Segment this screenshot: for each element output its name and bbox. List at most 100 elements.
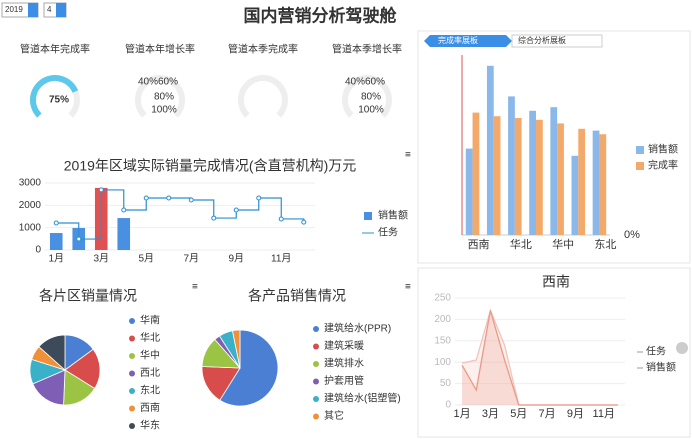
y-tick-label: 150 <box>434 335 451 346</box>
gauge-tick: 60% <box>158 77 178 88</box>
bar <box>514 118 522 235</box>
chart-title: 2019年区域实际销量完成情况(含直营机构)万元 <box>64 158 356 174</box>
bar <box>49 233 63 250</box>
x-tick-label: 7月 <box>539 408 556 420</box>
chart-title: 各产品销售情况 <box>248 288 346 304</box>
bar <box>486 65 494 235</box>
x-tick-label: 9月 <box>567 408 584 420</box>
gauge-tick: 80% <box>154 92 174 103</box>
pie-slice <box>64 348 101 390</box>
gauge-title: 管道本年增长率 <box>125 43 195 56</box>
y-tick-label: 1000 <box>19 222 42 233</box>
x-tick-label: 1月 <box>454 408 471 420</box>
menu-icon[interactable]: ≡ <box>192 282 198 293</box>
y2-tick-label: 0% <box>624 229 640 241</box>
tab-label: 综合分析展板 <box>518 35 566 45</box>
y-tick-label: 3000 <box>19 178 42 189</box>
gauge-title: 管道本年完成率 <box>20 43 90 56</box>
x-tick-label: 华北 <box>510 237 532 251</box>
gauge-arc <box>30 75 79 118</box>
legend-label: 建筑采暖 <box>324 339 364 352</box>
point <box>233 207 239 213</box>
legend-swatch <box>636 162 644 170</box>
legend-label: 完成率 <box>648 159 678 172</box>
legend-label: 销售额 <box>648 143 678 156</box>
legend-swatch <box>364 212 372 220</box>
tab[interactable] <box>511 34 603 48</box>
menu-icon[interactable]: ≡ <box>405 282 411 293</box>
gauge-track <box>238 75 288 118</box>
next-button[interactable] <box>676 342 688 354</box>
gauge-title: 管道本季增长率 <box>332 43 402 56</box>
legend-swatch <box>313 378 319 385</box>
pie-slice <box>38 334 66 371</box>
tab-label: 完成率展板 <box>438 35 478 45</box>
x-tick-label: 5月 <box>510 408 527 420</box>
menu-icon[interactable]: ≡ <box>405 150 411 161</box>
legend-swatch <box>129 405 135 412</box>
x-tick-label: 11月 <box>271 253 291 265</box>
gauge-tick: 60% <box>365 77 385 88</box>
legend-swatch <box>313 361 319 367</box>
gauge-title: 管道本季完成率 <box>228 43 298 56</box>
legend-swatch <box>129 318 135 324</box>
bar <box>578 128 586 235</box>
bar <box>536 119 543 235</box>
x-tick-label: 西南 <box>468 238 490 251</box>
tab[interactable] <box>424 35 512 47</box>
point <box>98 187 104 193</box>
pie-slice <box>219 329 279 407</box>
pie-slice <box>232 329 241 369</box>
gauge-track <box>342 75 392 118</box>
point <box>53 220 59 226</box>
bar <box>493 116 501 235</box>
legend-swatch <box>129 335 135 342</box>
bar <box>117 218 131 250</box>
select-arrow[interactable] <box>28 3 38 17</box>
y-tick-label: 2000 <box>19 200 42 211</box>
legend-swatch <box>636 146 644 154</box>
year: 2019 <box>5 5 23 14</box>
chart-title: 各片区销量情况 <box>39 288 137 304</box>
gauge-tick: 80% <box>361 92 381 103</box>
legend-label: 华中 <box>140 349 160 362</box>
gauge-tick: 40% <box>138 77 158 88</box>
bar <box>592 130 600 235</box>
legend-label: 华南 <box>140 314 160 327</box>
bar <box>508 96 515 236</box>
y-tick-label: 50 <box>440 378 452 389</box>
point <box>211 215 217 221</box>
legend-swatch <box>313 396 319 402</box>
line <box>461 310 618 406</box>
bar <box>571 155 579 235</box>
x-tick-label: 9月 <box>228 253 244 265</box>
step-line <box>56 189 305 240</box>
x-tick-label: 7月 <box>183 253 199 265</box>
legend-label: 销售额 <box>378 209 408 222</box>
legend-label: 西北 <box>140 367 160 379</box>
gauge-track <box>135 75 185 118</box>
legend-label: 建筑排水 <box>324 357 364 370</box>
legend-label: 任务 <box>646 345 666 358</box>
bar <box>557 123 564 235</box>
legend-label: 华北 <box>140 331 160 344</box>
legend-swatch <box>129 370 135 377</box>
y-tick-label: 100 <box>434 357 451 368</box>
legend-label: 任务 <box>378 226 398 239</box>
legend-swatch <box>129 423 135 429</box>
legend-label: 建筑给水(PPR) <box>324 322 391 335</box>
gauge-tick: 100% <box>151 105 177 116</box>
legend-swatch <box>313 413 319 420</box>
bar <box>529 110 536 235</box>
x-tick-label: 5月 <box>138 253 154 265</box>
legend-label: 华东 <box>140 419 160 432</box>
gauge-tick: 40% <box>345 77 365 88</box>
legend-swatch <box>313 343 319 350</box>
panel <box>417 267 691 438</box>
bar <box>599 134 607 235</box>
select-arrow[interactable] <box>56 3 66 17</box>
y-tick-label: 200 <box>434 314 451 325</box>
x-tick-label: 华中 <box>552 237 574 251</box>
point <box>76 236 82 242</box>
legend-label: 东北 <box>140 384 160 397</box>
